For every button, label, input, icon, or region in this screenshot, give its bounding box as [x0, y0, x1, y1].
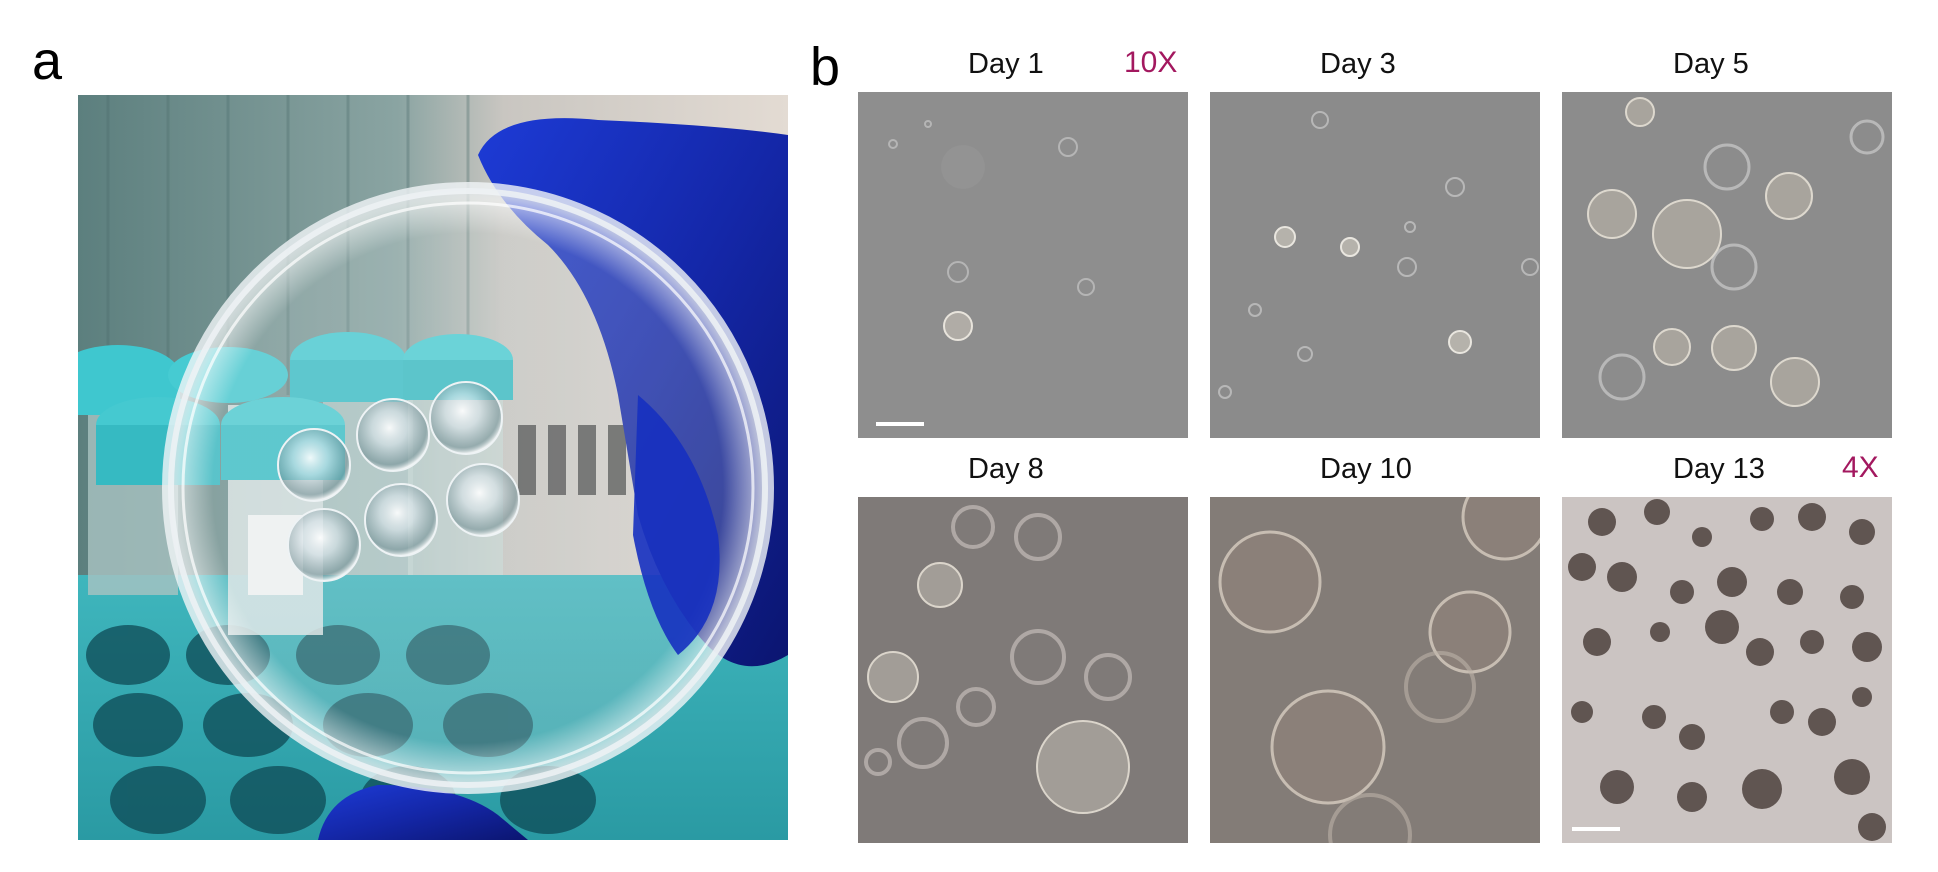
micrograph-day-3-illustration	[1210, 92, 1540, 438]
day-10-label: Day 10	[1320, 453, 1412, 485]
panel-b-letter: b	[810, 37, 841, 97]
micrograph-day-5-illustration	[1562, 92, 1892, 438]
scale-bar	[876, 422, 924, 426]
magnification-label-4x: 4X	[1842, 451, 1879, 484]
micrograph-day-10	[1210, 497, 1540, 843]
micrograph-day-3	[1210, 92, 1540, 438]
petri-dish-photo-illustration	[78, 95, 788, 840]
scale-bar	[1572, 827, 1620, 831]
day-1-label: Day 1	[968, 48, 1044, 80]
micrograph-day-1	[858, 92, 1188, 438]
day-3-label: Day 3	[1320, 48, 1396, 80]
panel-a-letter: a	[32, 31, 63, 91]
micrograph-day-13-illustration	[1562, 497, 1892, 843]
micrograph-day-10-illustration	[1210, 497, 1540, 843]
micrograph-day-1-illustration	[858, 92, 1188, 438]
micrograph-day-8-illustration	[858, 497, 1188, 843]
day-8-label: Day 8	[968, 453, 1044, 485]
micrograph-day-5	[1562, 92, 1892, 438]
magnification-label-10x: 10X	[1124, 46, 1178, 79]
day-5-label: Day 5	[1673, 48, 1749, 80]
day-13-label: Day 13	[1673, 453, 1765, 485]
micrograph-day-8	[858, 497, 1188, 843]
petri-dish-photo	[78, 95, 788, 840]
micrograph-day-13	[1562, 497, 1892, 843]
